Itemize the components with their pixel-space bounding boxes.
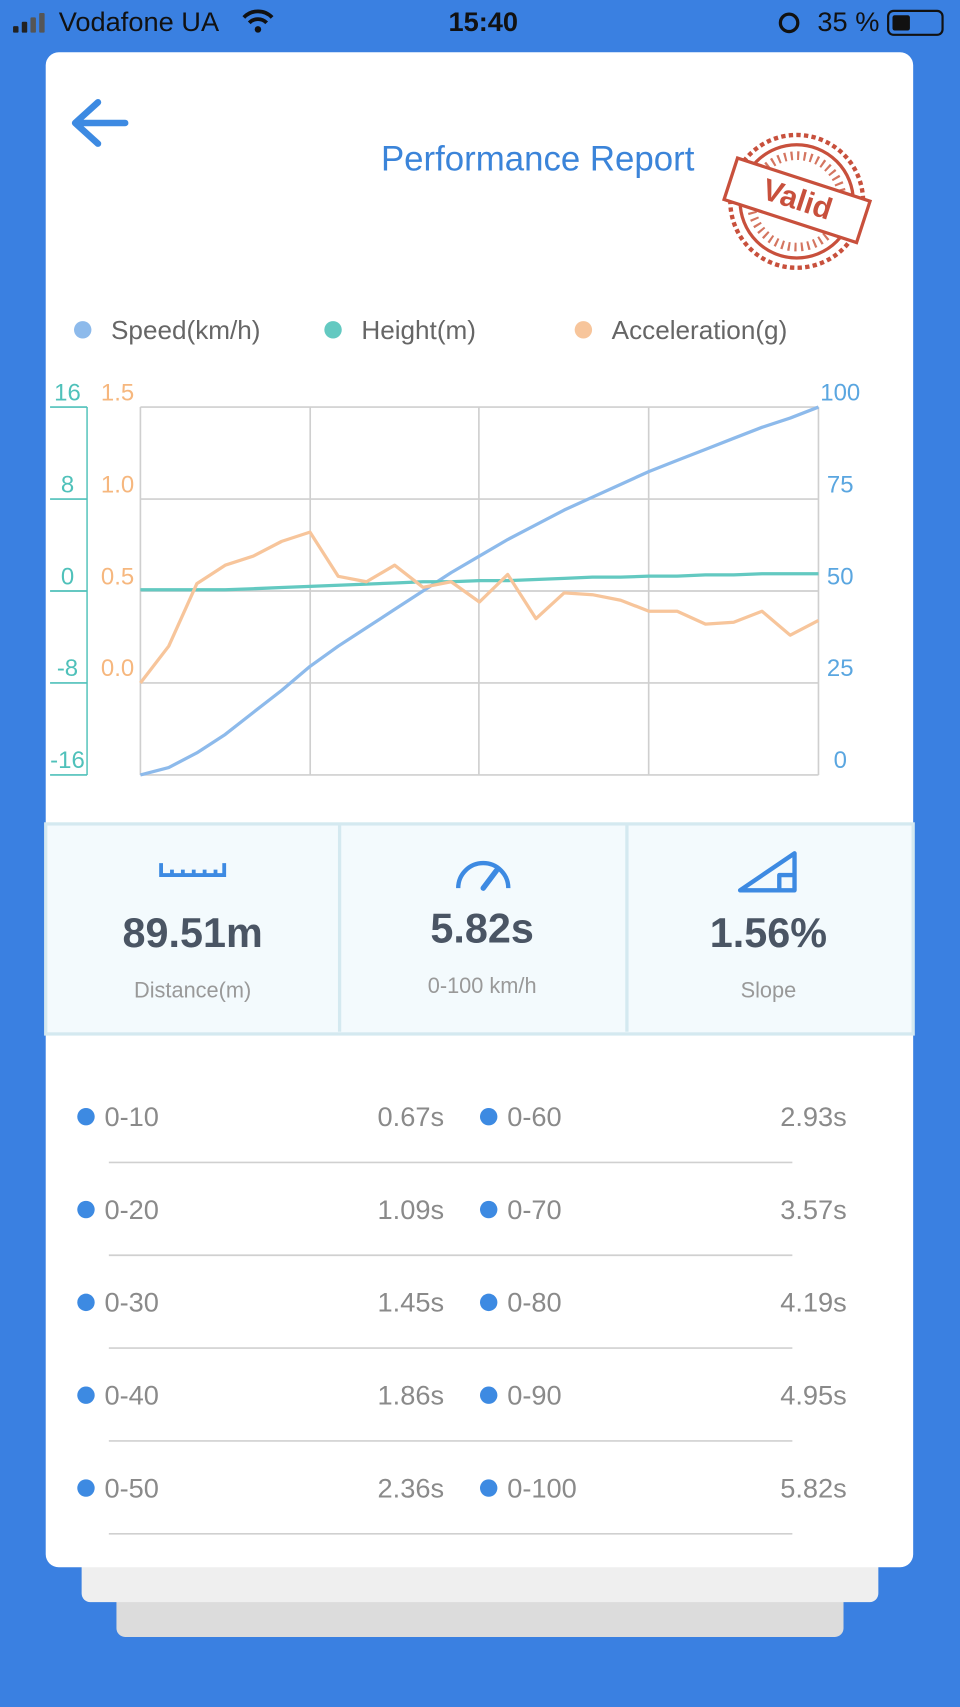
y-tick-label: 100	[820, 379, 860, 406]
split-dot	[479, 1200, 498, 1219]
clock: 15:40	[448, 6, 518, 37]
split-range: 0-70	[507, 1194, 561, 1225]
series-line	[140, 572, 819, 592]
split-dot	[77, 1386, 95, 1404]
y-tick-label: 8	[61, 471, 74, 498]
alarm-icon	[778, 12, 800, 34]
split-dot	[77, 1479, 95, 1497]
sheet-middle	[81, 1556, 879, 1603]
split-time: 2.93s	[780, 1101, 847, 1132]
split-dot	[479, 1479, 498, 1497]
stat-label: 0-100 km/h	[428, 973, 537, 998]
y-tick-label: 75	[827, 471, 854, 498]
split-range: 0-100	[507, 1472, 577, 1503]
y-tick-label: 0	[834, 747, 847, 774]
legend-swatch	[574, 321, 593, 339]
legend-label: Height(m)	[361, 315, 476, 345]
split-range: 0-80	[507, 1287, 561, 1318]
series-line	[139, 405, 820, 777]
back-button[interactable]	[71, 99, 129, 147]
splits: 0-10 0.67s 0-20 1.09s 0-30 1.45s 0-40 1.86s 0-50…	[77, 1101, 847, 1535]
slope-icon	[737, 851, 797, 893]
legend-swatch	[324, 321, 342, 339]
y-tick-label: -8	[57, 655, 78, 682]
legend-swatch	[74, 321, 92, 339]
split-time: 0.67s	[378, 1101, 445, 1132]
battery-level	[892, 15, 910, 31]
stats: 89.51m Distance(m) 5.82s 0-100 km/h 1.56% Slo…	[123, 906, 827, 1003]
split-dot	[479, 1386, 498, 1404]
split-range: 0-10	[104, 1101, 158, 1132]
y-tick-label: 0.5	[101, 563, 134, 590]
split-time: 1.86s	[378, 1380, 445, 1411]
y-tick-label: 0	[61, 563, 74, 590]
y-tick-label: 50	[827, 563, 854, 590]
y-tick-label: 25	[827, 655, 854, 682]
stats-panel	[44, 822, 915, 1036]
split-range: 0-20	[104, 1194, 158, 1225]
split-dot	[479, 1293, 498, 1312]
y-tick-label: 1.0	[101, 471, 134, 498]
split-time: 3.57s	[780, 1194, 847, 1225]
split-time: 1.09s	[378, 1194, 445, 1225]
split-range: 0-40	[104, 1380, 158, 1411]
y-tick-label: 16	[54, 379, 81, 406]
stat-label: Distance(m)	[134, 977, 251, 1002]
split-dot	[479, 1107, 498, 1126]
y-tick-label: 1.5	[101, 379, 134, 406]
split-time: 2.36s	[378, 1472, 445, 1503]
split-time: 1.45s	[378, 1287, 445, 1318]
split-dot	[77, 1293, 95, 1312]
legend-label: Speed(km/h)	[111, 315, 260, 345]
gauge-needle	[480, 867, 500, 891]
battery-percent: 35 %	[817, 6, 879, 37]
stat-value: 89.51m	[123, 910, 263, 956]
stat-value: 5.82s	[430, 906, 533, 952]
ruler-icon	[159, 863, 227, 877]
stat-label: Slope	[741, 977, 797, 1002]
split-dot	[77, 1200, 95, 1219]
battery-icon	[887, 9, 944, 36]
stat-value: 1.56%	[710, 910, 827, 956]
split-time: 4.95s	[780, 1380, 847, 1411]
split-range: 0-30	[104, 1287, 158, 1318]
card	[45, 52, 914, 1568]
legend-label: Acceleration(g)	[612, 315, 788, 345]
split-range: 0-50	[104, 1472, 158, 1503]
split-dot	[77, 1107, 95, 1126]
split-range: 0-90	[507, 1380, 561, 1411]
carrier: Vodafone UA	[59, 6, 220, 37]
y-tick-label: 0.0	[101, 655, 134, 682]
page-title: Performance Report	[381, 139, 695, 178]
y-tick-label: -16	[50, 747, 85, 774]
split-range: 0-60	[507, 1101, 561, 1132]
chart: 0 25 50 75 100 -16 -8 0 8 16 0.0 0.5 1.0 1.5 Speed(km/…	[50, 315, 860, 777]
split-time: 5.82s	[780, 1472, 847, 1503]
signal	[13, 13, 45, 33]
wifi-dot	[254, 26, 262, 33]
series-line	[139, 530, 820, 684]
gauge-icon	[456, 861, 511, 889]
split-time: 4.19s	[780, 1287, 847, 1318]
wifi-icon	[242, 9, 274, 25]
